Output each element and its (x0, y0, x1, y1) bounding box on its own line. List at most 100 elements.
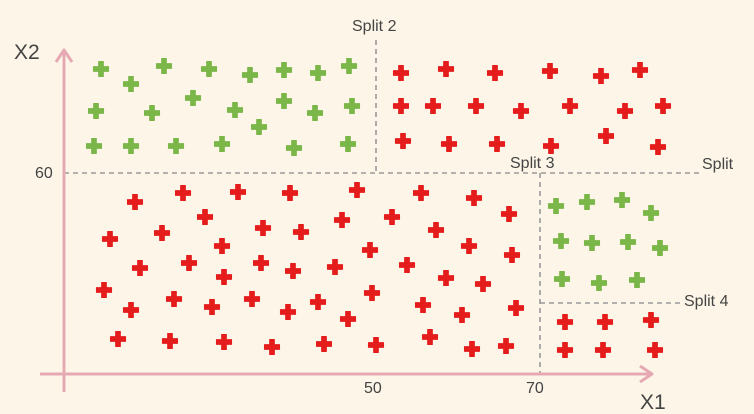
green-point-plus-icon (306, 104, 324, 122)
red-point-plus-icon (512, 102, 530, 120)
red-point-plus-icon (437, 269, 455, 287)
red-point-plus-icon (348, 181, 366, 199)
red-point-plus-icon (500, 205, 518, 223)
red-point-plus-icon (488, 135, 506, 153)
green-point-plus-icon (241, 66, 259, 84)
red-point-plus-icon (229, 183, 247, 201)
green-point-plus-icon (275, 61, 293, 79)
green-point-plus-icon (85, 137, 103, 155)
x-tick-50: 50 (364, 380, 382, 397)
green-point-plus-icon (167, 137, 185, 155)
red-point-plus-icon (213, 237, 231, 255)
red-point-plus-icon (383, 208, 401, 226)
red-point-plus-icon (394, 132, 412, 150)
green-point-plus-icon (213, 135, 231, 153)
green-point-plus-icon (552, 232, 570, 250)
red-point-plus-icon (215, 333, 233, 351)
green-point-plus-icon (155, 57, 173, 75)
red-point-plus-icon (263, 338, 281, 356)
red-point-plus-icon (254, 219, 272, 237)
red-point-plus-icon (503, 246, 521, 264)
split-label-3: Split 3 (510, 155, 555, 172)
green-point-plus-icon (275, 92, 293, 110)
green-point-plus-icon (226, 101, 244, 119)
green-point-plus-icon (309, 64, 327, 82)
green-point-plus-icon (651, 239, 669, 257)
split-label-main: Split (702, 156, 734, 173)
red-point-plus-icon (507, 299, 525, 317)
red-point-plus-icon (414, 296, 432, 314)
split-label-4: Split 4 (684, 293, 729, 310)
red-point-plus-icon (440, 135, 458, 153)
red-point-plus-icon (556, 313, 574, 331)
green-point-plus-icon (613, 191, 631, 209)
red-point-plus-icon (252, 254, 270, 272)
green-point-plus-icon (642, 204, 660, 222)
green-point-plus-icon (250, 118, 268, 136)
red-point-plus-icon (453, 306, 471, 324)
green-point-plus-icon (628, 271, 646, 289)
green-point-plus-icon (143, 104, 161, 122)
red-point-plus-icon (592, 67, 610, 85)
x-axis-arrow (639, 364, 654, 384)
red-point-plus-icon (596, 313, 614, 331)
green-point-plus-icon (339, 135, 357, 153)
red-point-plus-icon (541, 62, 559, 80)
red-point-plus-icon (561, 97, 579, 115)
x-tick-70: 70 (526, 380, 544, 397)
red-point-plus-icon (281, 184, 299, 202)
green-point-plus-icon (87, 102, 105, 120)
red-point-plus-icon (95, 281, 113, 299)
green-point-plus-icon (92, 60, 110, 78)
green-point-plus-icon (619, 233, 637, 251)
red-point-plus-icon (180, 254, 198, 272)
red-point-plus-icon (196, 208, 214, 226)
red-point-plus-icon (616, 102, 634, 120)
red-point-plus-icon (126, 193, 144, 211)
red-point-plus-icon (392, 64, 410, 82)
red-point-plus-icon (412, 184, 430, 202)
red-point-plus-icon (642, 311, 660, 329)
green-point-plus-icon (340, 57, 358, 75)
split-label-2: Split 2 (352, 18, 397, 35)
green-point-plus-icon (200, 60, 218, 78)
red-point-plus-icon (361, 241, 379, 259)
red-point-plus-icon (465, 189, 483, 207)
red-point-plus-icon (646, 341, 664, 359)
red-point-plus-icon (363, 284, 381, 302)
red-point-plus-icon (109, 330, 127, 348)
red-point-plus-icon (315, 335, 333, 353)
point-markers (85, 57, 672, 359)
red-point-plus-icon (467, 97, 485, 115)
red-point-plus-icon (424, 97, 442, 115)
red-point-plus-icon (427, 221, 445, 239)
red-point-plus-icon (203, 298, 221, 316)
green-point-plus-icon (122, 75, 140, 93)
red-point-plus-icon (497, 337, 515, 355)
red-point-plus-icon (174, 184, 192, 202)
green-point-plus-icon (547, 197, 565, 215)
red-point-plus-icon (215, 268, 233, 286)
red-point-plus-icon (333, 211, 351, 229)
red-point-plus-icon (326, 258, 344, 276)
green-point-plus-icon (590, 274, 608, 292)
red-point-plus-icon (421, 328, 439, 346)
red-point-plus-icon (367, 336, 385, 354)
y-axis-label: X2 (14, 41, 40, 64)
red-point-plus-icon (486, 64, 504, 82)
red-point-plus-icon (279, 303, 297, 321)
red-point-plus-icon (542, 137, 560, 155)
red-point-plus-icon (460, 237, 478, 255)
red-point-plus-icon (339, 310, 357, 328)
red-point-plus-icon (597, 127, 615, 145)
red-point-plus-icon (631, 61, 649, 79)
red-point-plus-icon (165, 290, 183, 308)
red-point-plus-icon (284, 262, 302, 280)
red-point-plus-icon (437, 60, 455, 78)
red-point-plus-icon (309, 293, 327, 311)
red-point-plus-icon (122, 301, 140, 319)
green-point-plus-icon (184, 89, 202, 107)
green-point-plus-icon (343, 97, 361, 115)
